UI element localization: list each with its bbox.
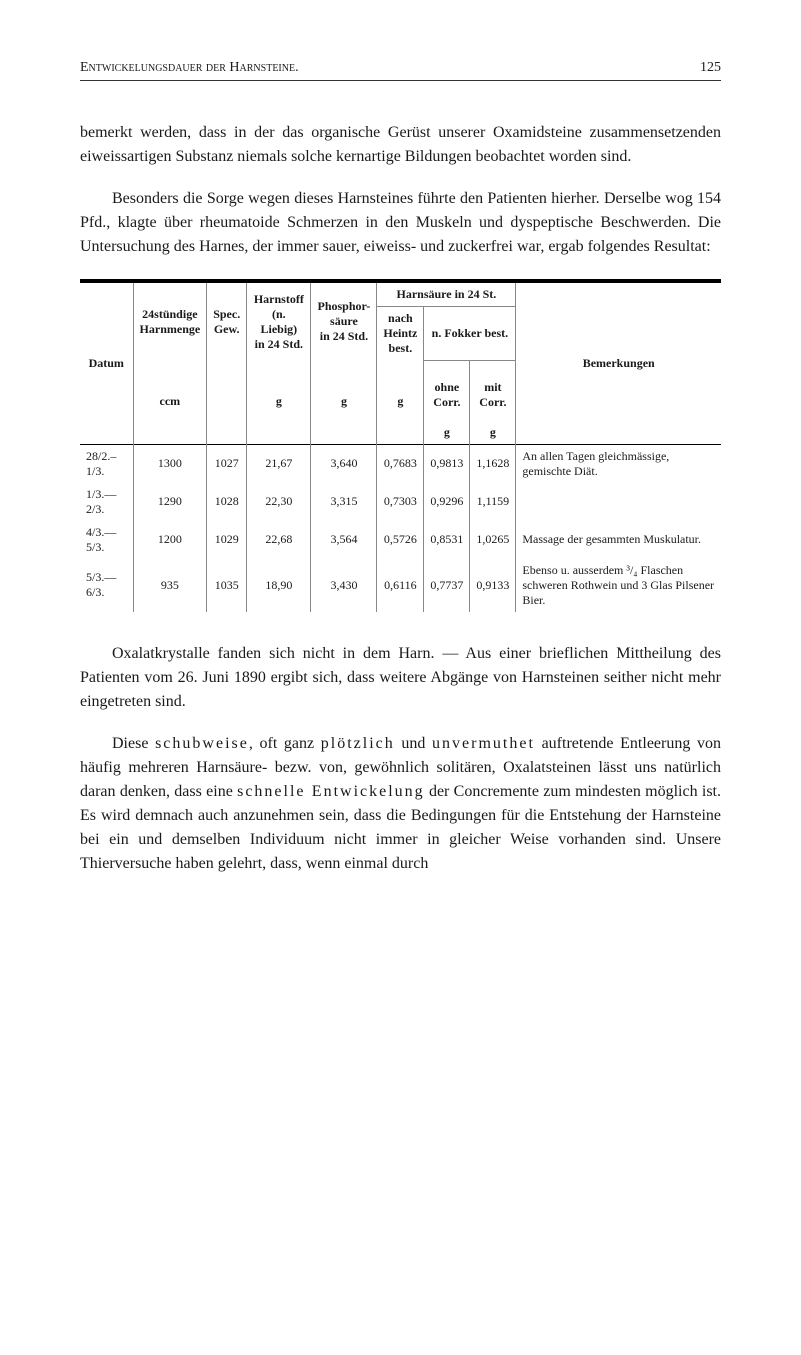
mit-corr-unit: g	[490, 425, 496, 439]
cell: 1028	[207, 483, 247, 521]
paragraph-3: Oxalatkrystalle fanden sich nicht in dem…	[80, 642, 721, 714]
cell: 18,90	[247, 559, 311, 612]
table-row: 1/3.—2/3. 1290 1028 22,30 3,315 0,7303 0…	[80, 483, 721, 521]
cell: 0,9813	[424, 444, 470, 483]
cell: 0,9296	[424, 483, 470, 521]
cell-remark: Massage der ge­sammten Musku­latur.	[516, 521, 721, 559]
cell: 0,7737	[424, 559, 470, 612]
unit-g2: g	[311, 360, 377, 444]
page-number: 125	[700, 60, 721, 76]
cell: 0,9133	[470, 559, 516, 612]
cell-datum: 28/2.–1/3.	[80, 444, 133, 483]
paragraph-1: bemerkt werden, dass in der das organisc…	[80, 121, 721, 169]
table-row: 28/2.–1/3. 1300 1027 21,67 3,640 0,7683 …	[80, 444, 721, 483]
cell: 0,5726	[377, 521, 424, 559]
cell: 22,30	[247, 483, 311, 521]
col-harnmenge: 24stündige Harnmenge	[133, 281, 207, 360]
cell: 1,1628	[470, 444, 516, 483]
text: und	[395, 735, 432, 752]
col-harnstoff: Harnstoff (n. Liebig) in 24 Std.	[247, 281, 311, 360]
cell: 3,430	[311, 559, 377, 612]
cell-datum: 5/3.—6/3.	[80, 559, 133, 612]
cell-remark	[516, 483, 721, 521]
col-spec-gew: Spec. Gew.	[207, 281, 247, 360]
col-bemerkungen: Bemerkungen	[516, 281, 721, 444]
paragraph-2: Besonders die Sorge wegen dieses Harnste…	[80, 187, 721, 259]
cell-remark: Ebenso u. ausser­dem ³/₄ Flaschen schwer…	[516, 559, 721, 612]
cell: 0,8531	[424, 521, 470, 559]
cell: 0,7683	[377, 444, 424, 483]
emphasized-text: schnelle Entwickelung	[237, 783, 425, 800]
table-row: 4/3.—5/3. 1200 1029 22,68 3,564 0,5726 0…	[80, 521, 721, 559]
cell: 22,68	[247, 521, 311, 559]
ohne-corr-label: ohne Corr.	[433, 380, 460, 409]
emphasized-text: schubweise	[155, 735, 249, 752]
results-table: Datum 24stündige Harnmenge Spec. Gew. Ha…	[80, 279, 721, 612]
emphasized-text: plötzlich	[321, 735, 395, 752]
cell-remark: An allen Tagen gleichmässige, gemischte …	[516, 444, 721, 483]
cell: 1290	[133, 483, 207, 521]
col-heintz: nach Heintz best.	[377, 307, 424, 361]
cell: 0,7303	[377, 483, 424, 521]
unit-ccm: ccm	[133, 360, 207, 444]
cell: 1300	[133, 444, 207, 483]
cell: 1,1159	[470, 483, 516, 521]
cell: 3,564	[311, 521, 377, 559]
cell-datum: 1/3.—2/3.	[80, 483, 133, 521]
cell: 0,6116	[377, 559, 424, 612]
unit-g3: g	[377, 360, 424, 444]
cell-datum: 4/3.—5/3.	[80, 521, 133, 559]
cell: 1029	[207, 521, 247, 559]
cell: 1,0265	[470, 521, 516, 559]
cell: 1200	[133, 521, 207, 559]
cell: 1027	[207, 444, 247, 483]
col-mit-corr: mit Corr. g	[470, 360, 516, 444]
running-header: Entwickelungsdauer der Harnsteine. 125	[80, 60, 721, 81]
cell: 3,640	[311, 444, 377, 483]
text: Diese	[112, 735, 155, 752]
col-fokker-group: n. Fokker best.	[424, 307, 516, 361]
text: , oft ganz	[249, 735, 321, 752]
table-row: 5/3.—6/3. 935 1035 18,90 3,430 0,6116 0,…	[80, 559, 721, 612]
cell: 3,315	[311, 483, 377, 521]
unit-g1: g	[247, 360, 311, 444]
unit-spec	[207, 360, 247, 444]
mit-corr-label: mit Corr.	[479, 380, 506, 409]
col-datum: Datum	[80, 281, 133, 444]
paragraph-4: Diese schubweise, oft ganz plötzlich und…	[80, 732, 721, 876]
cell: 935	[133, 559, 207, 612]
col-harnsaeure-group: Harnsäure in 24 St.	[377, 281, 516, 307]
cell: 21,67	[247, 444, 311, 483]
running-title: Entwickelungsdauer der Harnsteine.	[80, 60, 299, 76]
col-ohne-corr: ohne Corr. g	[424, 360, 470, 444]
cell: 1035	[207, 559, 247, 612]
emphasized-text: unvermuthet	[432, 735, 535, 752]
col-phosphor: Phosphor- säure in 24 Std.	[311, 281, 377, 360]
ohne-corr-unit: g	[444, 425, 450, 439]
